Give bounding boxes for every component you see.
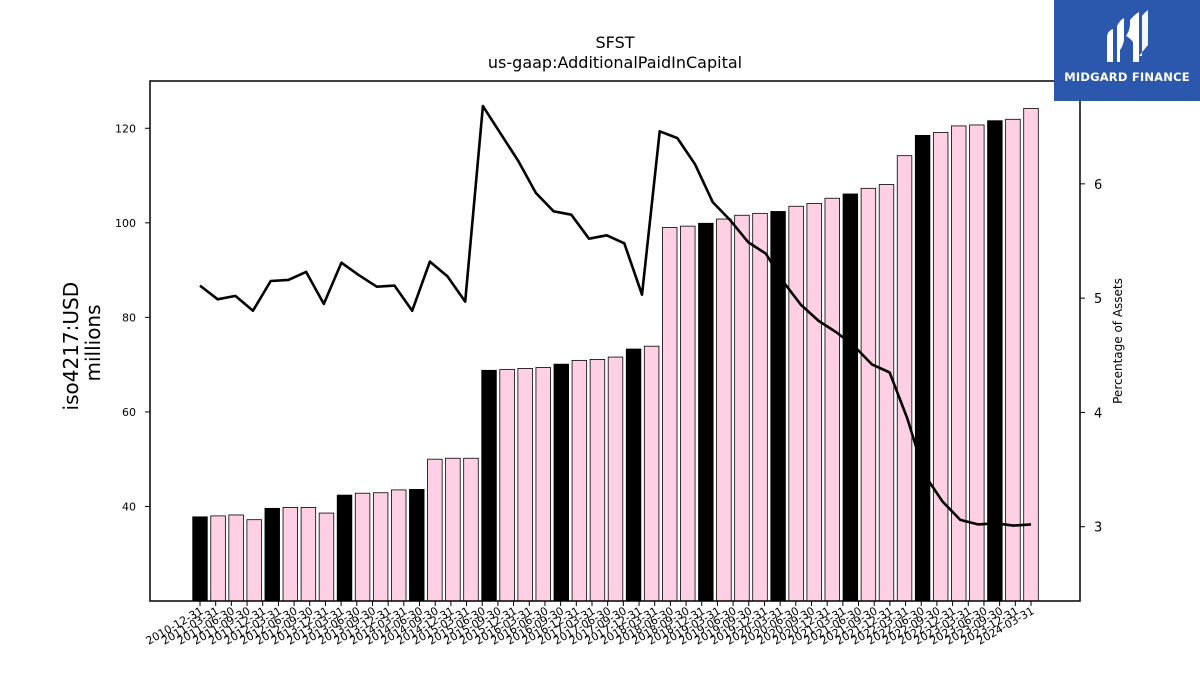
bar-group	[192, 108, 1039, 602]
brand-name: MIDGARD FINANCE	[1064, 70, 1190, 84]
bar	[896, 155, 913, 602]
bar	[246, 519, 262, 602]
bar	[427, 458, 443, 602]
bar	[987, 120, 1003, 602]
bar	[391, 489, 407, 602]
bar	[571, 359, 588, 602]
right-axis: 3 4 5 6	[1080, 178, 1102, 536]
y-axis-label: iso4217:USD millions	[59, 276, 105, 411]
bar	[969, 124, 985, 602]
bar	[589, 359, 606, 602]
bar	[499, 368, 515, 602]
bar	[824, 197, 840, 602]
bar	[445, 457, 461, 602]
y-tick-label: 120	[115, 122, 136, 135]
bar	[662, 227, 678, 602]
bar	[752, 212, 768, 602]
y-tick-label: 40	[122, 500, 136, 513]
bar	[698, 222, 714, 602]
bar	[842, 193, 859, 602]
brand-logo: MIDGARD FINANCE	[1054, 0, 1200, 101]
bar	[607, 356, 624, 602]
bar	[770, 211, 786, 602]
bar	[716, 218, 732, 602]
bar	[463, 457, 479, 602]
bar	[553, 363, 570, 602]
bar	[734, 214, 750, 602]
x-axis: 2010-12-312011-03-312011-06-302011-09-30…	[144, 601, 1037, 648]
y-tick-label: 60	[122, 406, 136, 419]
bar	[1023, 108, 1039, 602]
bar	[788, 205, 804, 602]
y-tick-label: 80	[122, 311, 136, 324]
left-axis: 40 60 80 100 120	[115, 122, 150, 513]
chart-title: SFST	[595, 33, 634, 52]
y2-tick-label: 5	[1094, 292, 1102, 307]
bar	[409, 489, 425, 602]
bar	[932, 132, 949, 602]
bar	[680, 225, 696, 602]
right-axis-label: Percentage of Assets	[1111, 278, 1125, 404]
y-tick-label: 100	[115, 217, 136, 230]
bar	[192, 516, 208, 602]
bar	[264, 507, 280, 602]
percentage-of-assets-line	[199, 104, 1032, 527]
bar	[860, 187, 877, 602]
midgard-logo-icon	[1107, 10, 1148, 62]
y2-tick-label: 3	[1094, 521, 1102, 536]
bar	[282, 506, 299, 602]
bar	[300, 506, 317, 602]
bar	[535, 367, 551, 602]
bar	[878, 184, 895, 602]
bar	[210, 515, 226, 602]
bar	[951, 125, 967, 602]
bar	[318, 512, 335, 602]
bar	[517, 368, 533, 602]
bar	[914, 134, 931, 602]
bar	[336, 494, 353, 602]
bar	[643, 345, 660, 602]
bar	[625, 348, 642, 602]
y2-tick-label: 6	[1094, 178, 1102, 193]
bar	[354, 492, 371, 602]
chart-subtitle: us-gaap:AdditionalPaidInCapital	[488, 53, 742, 72]
bar	[1005, 118, 1021, 602]
plot-frame	[149, 80, 1081, 602]
bar	[481, 369, 497, 602]
bar	[372, 492, 389, 602]
bar	[228, 514, 244, 602]
bar	[806, 203, 822, 602]
y2-tick-label: 4	[1094, 406, 1102, 421]
